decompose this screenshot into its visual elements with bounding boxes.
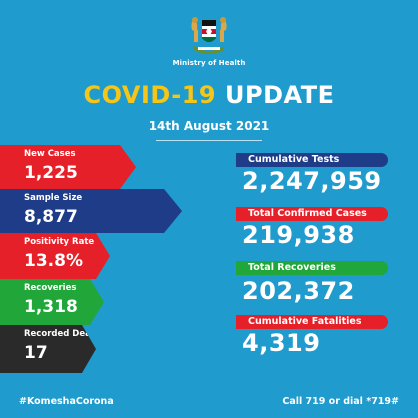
stat-label: Recoveries — [24, 283, 77, 293]
stat-card-sample-size: Sample Size 8,877 — [0, 189, 182, 233]
stat-value: 13.8% — [24, 251, 83, 271]
stat-value: 1,318 — [24, 297, 78, 317]
hashtag: #KomeshaCorona — [19, 396, 114, 407]
stat-card-positivity-rate: Positivity Rate 13.8% — [0, 233, 110, 279]
cumulative-label-pill: Cumulative Fatalities — [236, 315, 388, 329]
hotline: Call 719 or dial *719# — [282, 396, 399, 407]
stat-value: 1,225 — [24, 163, 78, 183]
kenya-coat-of-arms-icon — [191, 17, 227, 54]
cumulative-value: 4,319 — [242, 329, 321, 357]
stat-card-recorded-deaths: Recorded Deaths 17 — [0, 325, 96, 373]
cumulative-label-pill: Total Confirmed Cases — [236, 207, 388, 221]
cumulative-label: Total Recoveries — [248, 262, 336, 273]
stat-value: 8,877 — [24, 207, 78, 227]
cumulative-label: Total Confirmed Cases — [248, 208, 367, 219]
stat-label: Positivity Rate — [24, 237, 95, 247]
ministry-name: Ministry of Health — [172, 59, 246, 67]
stat-card-recoveries: Recoveries 1,318 — [0, 279, 104, 325]
stat-value: 17 — [24, 343, 48, 363]
cumulative-value: 202,372 — [242, 277, 355, 305]
stat-label: Sample Size — [24, 193, 83, 203]
stat-card-new-cases: New Cases 1,225 — [0, 145, 136, 189]
cumulative-value: 2,247,959 — [242, 167, 382, 195]
cumulative-value: 219,938 — [242, 221, 355, 249]
date-underline — [156, 140, 262, 141]
cumulative-label-pill: Cumulative Tests — [236, 153, 388, 167]
page-title: COVID-19 UPDATE — [0, 81, 418, 109]
stat-label: New Cases — [24, 149, 76, 159]
cumulative-label: Cumulative Fatalities — [248, 316, 362, 327]
cumulative-label: Cumulative Tests — [248, 154, 340, 165]
update-date: 14th August 2021 — [148, 119, 270, 133]
title-covid: COVID-19 — [83, 81, 217, 109]
stat-label: Recorded Deaths — [24, 329, 107, 339]
cumulative-label-pill: Total Recoveries — [236, 261, 388, 275]
title-update: UPDATE — [224, 81, 335, 109]
